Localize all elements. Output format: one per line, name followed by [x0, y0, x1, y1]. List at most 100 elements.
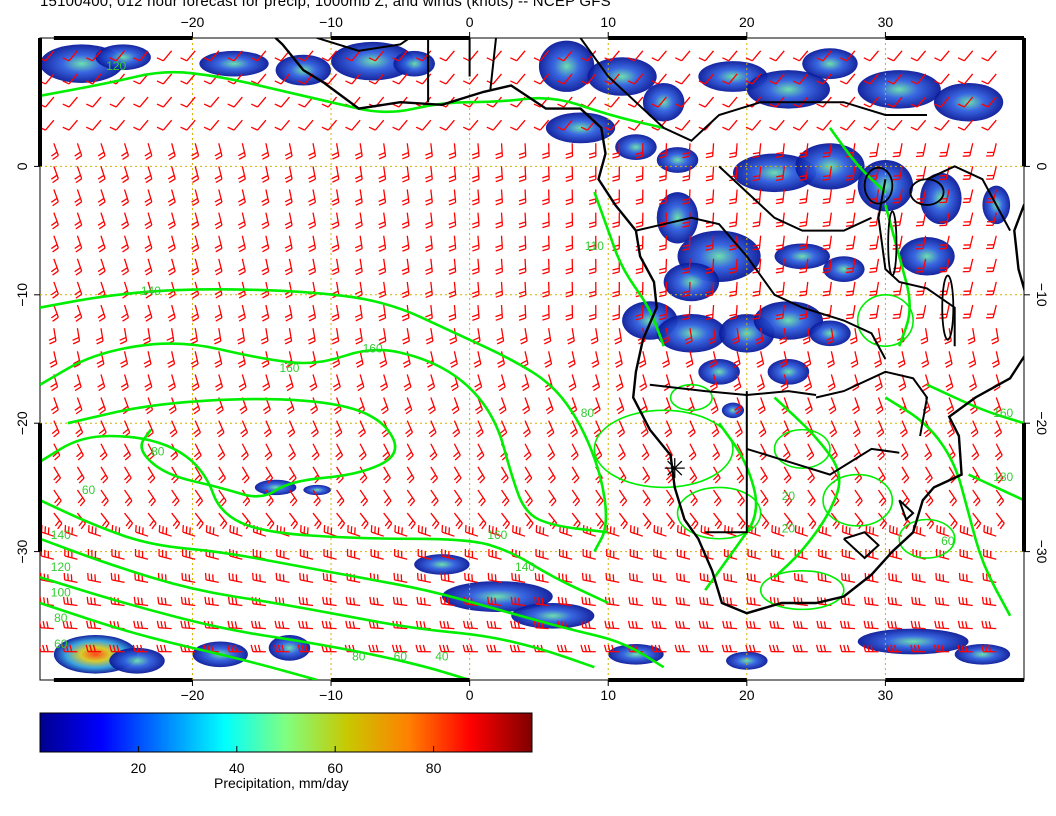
wind-barb	[99, 443, 108, 461]
wind-barb	[354, 235, 363, 253]
wind-barb	[73, 374, 82, 392]
wind-barb	[815, 644, 832, 653]
wind-barb	[181, 548, 196, 560]
wind-barb	[121, 166, 130, 184]
wind-barb	[747, 548, 761, 560]
wind-barb	[97, 143, 106, 161]
wind-barb	[653, 548, 667, 560]
wind-barb	[331, 304, 340, 322]
wind-barb	[322, 572, 337, 584]
wind-barb	[524, 512, 534, 530]
wind-barb	[869, 143, 880, 158]
wind-barb	[62, 119, 78, 131]
precip-cell	[331, 41, 415, 81]
wind-barb	[986, 258, 997, 273]
wind-barb	[889, 525, 903, 537]
wind-barb	[439, 119, 455, 131]
wind-barb	[658, 258, 668, 275]
wind-barb	[194, 512, 204, 530]
wind-barb	[915, 304, 927, 319]
wind-barb	[499, 420, 508, 438]
wind-barb	[920, 328, 929, 345]
wind-barb	[448, 235, 457, 252]
wind-barb	[193, 420, 202, 438]
wind-barb	[533, 50, 550, 62]
wind-barb	[85, 644, 101, 653]
wind-barb	[986, 281, 997, 296]
country-border	[926, 165, 1011, 232]
wind-barb	[238, 258, 246, 276]
wind-barb	[558, 548, 573, 560]
wind-barb	[358, 443, 367, 461]
precip-cell	[899, 237, 955, 276]
wind-barb	[635, 166, 644, 182]
precip-cell	[726, 651, 768, 670]
wind-barb	[863, 73, 879, 85]
contour-line	[40, 601, 318, 680]
wind-barb	[676, 548, 691, 560]
wind-barb	[565, 143, 574, 159]
wind-barb	[462, 119, 479, 131]
contour-loop	[822, 473, 894, 527]
lat-label-right: −30	[1034, 540, 1050, 564]
wind-barb	[535, 525, 549, 537]
wind-barb	[651, 620, 667, 630]
wind-barb	[523, 443, 532, 461]
wind-barb	[925, 466, 933, 484]
wind-barb	[580, 620, 596, 630]
wind-barb	[689, 512, 699, 530]
wind-barb	[518, 258, 527, 275]
wind-barb	[944, 351, 953, 368]
wind-barb	[133, 50, 149, 62]
wind-barb	[839, 73, 856, 85]
wind-barb	[770, 548, 785, 560]
wind-barb	[171, 512, 181, 530]
wind-barb	[50, 189, 59, 207]
wind-barb	[981, 119, 997, 131]
precipitation-field	[40, 40, 1011, 674]
wind-barb	[769, 620, 785, 630]
wind-barb	[570, 443, 579, 461]
wind-barb	[345, 73, 361, 85]
wind-barb	[822, 281, 833, 297]
wind-barb	[705, 258, 715, 274]
wind-barb	[612, 305, 620, 321]
wind-barb	[406, 466, 415, 484]
wind-barb	[518, 281, 527, 298]
wind-barb	[565, 212, 574, 229]
wind-barb	[542, 212, 550, 229]
wind-barb	[760, 489, 769, 507]
wind-barb	[379, 351, 388, 368]
contour-loop	[593, 409, 734, 489]
wind-barb	[383, 466, 391, 484]
wind-barb	[369, 596, 384, 607]
wind-barb	[323, 525, 337, 537]
wind-barb	[875, 397, 884, 415]
wind-barb	[453, 512, 463, 530]
wind-barb	[237, 328, 246, 345]
wind-barb	[203, 119, 220, 131]
wind-barb	[133, 119, 149, 131]
wind-barb	[962, 189, 974, 204]
wind-barb	[497, 351, 506, 368]
wind-barb	[986, 235, 997, 250]
wind-barb	[792, 119, 809, 131]
wind-barb	[191, 235, 200, 253]
wind-barb	[658, 189, 668, 205]
wind-barb	[705, 281, 715, 297]
wind-barb	[618, 512, 628, 530]
wind-barb	[675, 96, 691, 108]
wind-barb	[675, 620, 691, 630]
country-border	[705, 391, 748, 534]
wind-barb	[947, 420, 955, 438]
precip-cell	[721, 402, 745, 419]
lon-label-bottom: 0	[466, 687, 474, 703]
wind-barb	[567, 351, 576, 368]
wind-barb	[615, 374, 624, 392]
wind-barb	[50, 258, 59, 276]
wind-barb	[463, 620, 478, 630]
wind-barb	[533, 73, 550, 85]
contour-labels: 120 140 160 160 80 60 140 120 100 80 60 160 140 80 60 4…	[51, 59, 1014, 664]
wind-barb	[167, 143, 176, 160]
wind-barb	[892, 189, 903, 204]
